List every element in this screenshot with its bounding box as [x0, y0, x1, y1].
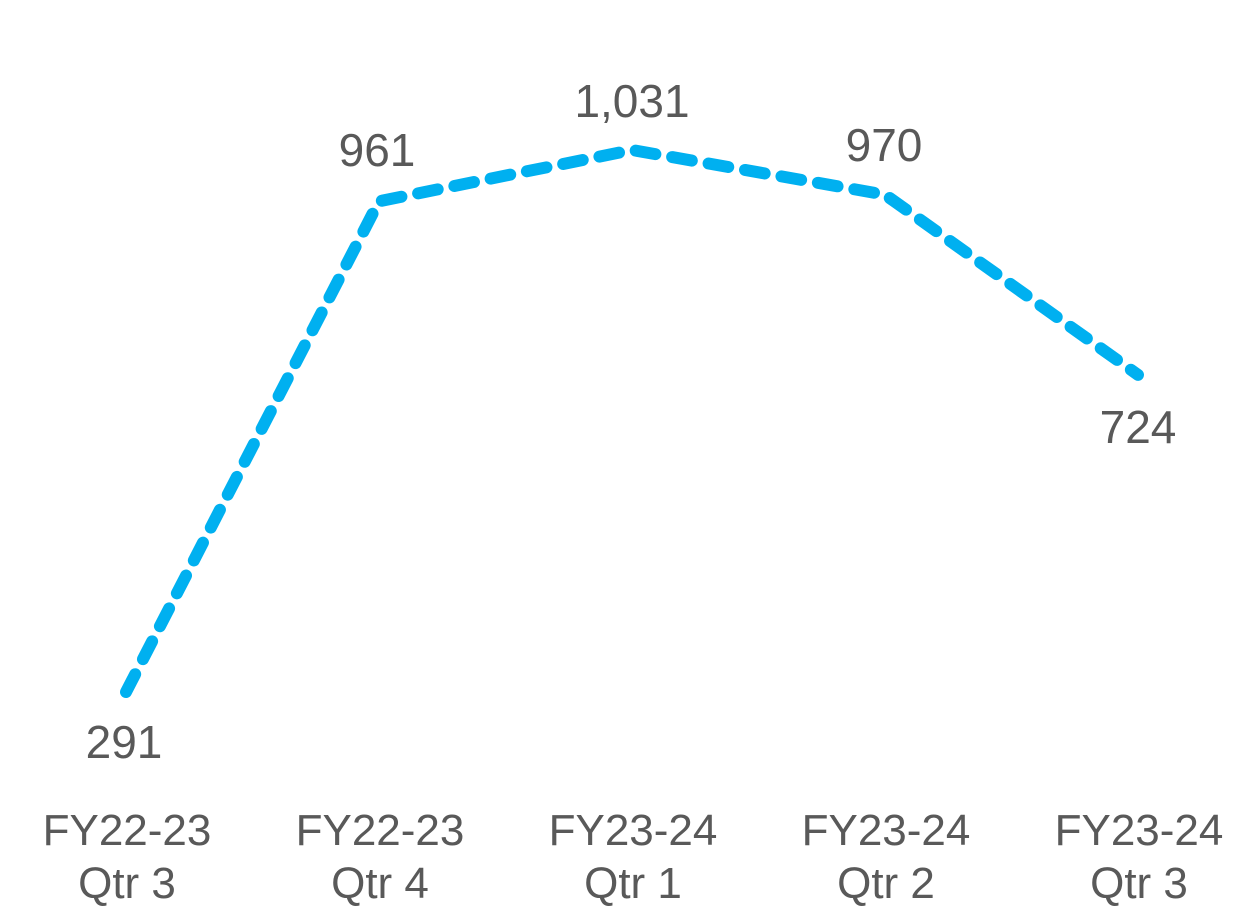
x-tick-label-1-line-1: FY22-23: [296, 806, 465, 855]
x-tick-label-2-line-2: Qtr 1: [584, 859, 682, 908]
data-point-1: [373, 195, 385, 207]
x-tick-label-3-line-2: Qtr 2: [837, 859, 935, 908]
data-label-1: 961: [339, 124, 416, 176]
x-tick-label-4-line-1: FY23-24: [1055, 806, 1224, 855]
data-point-4: [1132, 369, 1144, 381]
data-label-0: 291: [86, 716, 163, 768]
x-tick-label-4-line-2: Qtr 3: [1090, 859, 1188, 908]
x-tick-label-1-line-2: Qtr 4: [331, 859, 429, 908]
series-line: [120, 144, 1144, 698]
series-layer: [120, 144, 1144, 698]
data-label-3: 970: [846, 119, 923, 171]
x-tick-label-0-line-1: FY22-23: [43, 806, 212, 855]
data-point-2: [626, 144, 638, 156]
x-tick-label-3-line-1: FY23-24: [802, 806, 971, 855]
data-point-3: [879, 189, 891, 201]
x-tick-label-0-line-2: Qtr 3: [78, 859, 176, 908]
data-label-4: 724: [1100, 401, 1177, 453]
data-label-2: 1,031: [574, 75, 689, 127]
data-label-layer: 291 961 1,031 970 724: [86, 75, 1177, 768]
data-point-0: [120, 686, 132, 698]
x-tick-label-2-line-1: FY23-24: [549, 806, 718, 855]
